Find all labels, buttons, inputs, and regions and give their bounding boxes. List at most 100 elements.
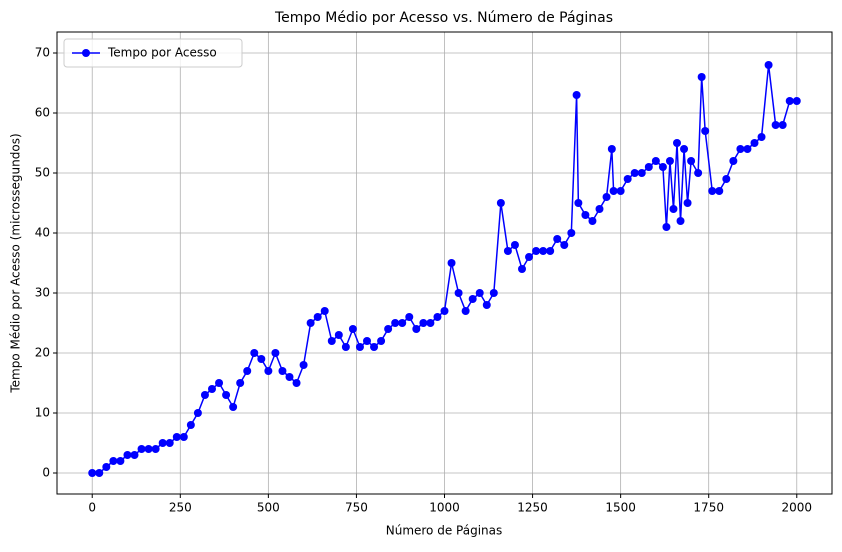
data-point xyxy=(440,307,449,315)
data-point xyxy=(665,157,674,165)
data-point xyxy=(151,445,160,453)
y-tick-label: 10 xyxy=(35,406,50,420)
data-point xyxy=(539,247,548,255)
plot-frame xyxy=(56,31,833,495)
data-point xyxy=(320,307,329,315)
data-point xyxy=(109,457,118,465)
data-point xyxy=(433,313,442,321)
data-point xyxy=(687,157,696,165)
data-point xyxy=(88,469,97,477)
data-point xyxy=(588,217,597,225)
data-point xyxy=(95,469,104,477)
data-point xyxy=(327,337,336,345)
y-tick-label: 20 xyxy=(35,346,50,360)
data-point xyxy=(694,169,703,177)
data-point xyxy=(757,133,766,141)
data-point xyxy=(658,163,667,171)
data-point xyxy=(334,331,343,339)
data-point xyxy=(292,379,301,387)
y-tick-label: 60 xyxy=(35,106,50,120)
data-point xyxy=(475,289,484,297)
data-point xyxy=(137,445,146,453)
data-point xyxy=(764,61,773,69)
data-point xyxy=(236,379,245,387)
data-point xyxy=(532,247,541,255)
data-point xyxy=(222,391,231,399)
data-point xyxy=(616,187,625,195)
data-point xyxy=(771,121,780,129)
y-tick-label: 0 xyxy=(42,466,50,480)
data-point xyxy=(503,247,512,255)
data-point xyxy=(278,367,287,375)
x-tick-label: 2000 xyxy=(781,501,812,515)
x-tick-label: 1500 xyxy=(605,501,636,515)
data-point xyxy=(792,97,801,105)
data-point xyxy=(676,217,685,225)
data-point xyxy=(363,337,371,345)
data-point xyxy=(510,241,519,249)
data-point xyxy=(447,259,456,267)
y-tick-label: 70 xyxy=(35,46,50,60)
y-tick-label: 30 xyxy=(35,286,50,300)
y-axis-label: Tempo Médio por Acesso (microssegundos) xyxy=(9,133,23,393)
legend-marker xyxy=(82,49,90,57)
data-point xyxy=(454,289,463,297)
legend-label: Tempo por Acesso xyxy=(107,46,217,60)
data-point xyxy=(785,97,794,105)
data-point xyxy=(708,187,717,195)
data-point xyxy=(680,145,689,153)
data-point xyxy=(553,235,562,243)
data-point xyxy=(179,433,188,441)
data-point xyxy=(673,139,681,147)
data-point xyxy=(623,175,632,183)
data-point xyxy=(419,319,428,327)
data-point xyxy=(468,295,477,303)
data-point xyxy=(285,373,294,381)
data-point xyxy=(250,349,259,357)
data-point xyxy=(158,439,167,447)
data-point xyxy=(518,265,526,273)
chart-title: Tempo Médio por Acesso vs. Número de Pág… xyxy=(274,10,613,26)
data-point xyxy=(697,73,706,81)
data-point xyxy=(257,355,266,363)
data-point xyxy=(461,307,470,315)
data-point xyxy=(701,127,710,135)
data-point xyxy=(130,451,139,459)
data-point xyxy=(313,313,322,321)
data-point xyxy=(489,289,498,297)
data-point xyxy=(595,205,604,213)
data-point xyxy=(644,163,653,171)
data-point xyxy=(722,175,731,183)
x-axis-label: Número de Páginas xyxy=(386,524,503,538)
data-point xyxy=(482,301,491,309)
data-point xyxy=(778,121,787,129)
data-point xyxy=(630,169,639,177)
data-point xyxy=(398,319,407,327)
data-point xyxy=(186,421,195,429)
data-point xyxy=(165,439,174,447)
data-point xyxy=(496,199,505,207)
data-point xyxy=(560,241,569,249)
data-point xyxy=(574,199,583,207)
data-point xyxy=(377,337,386,345)
data-point xyxy=(609,187,618,195)
data-point xyxy=(172,433,181,441)
data-point xyxy=(200,391,209,399)
data-point xyxy=(525,253,534,261)
data-point xyxy=(736,145,745,153)
x-tick-label: 250 xyxy=(169,501,192,515)
data-point xyxy=(348,325,357,333)
data-point xyxy=(405,313,414,321)
data-point xyxy=(355,343,364,351)
data-point xyxy=(567,229,576,237)
x-tick-label: 500 xyxy=(257,501,280,515)
data-point xyxy=(729,157,738,165)
y-tick-label: 40 xyxy=(35,226,50,240)
data-point xyxy=(384,325,393,333)
data-point xyxy=(581,211,590,219)
data-point xyxy=(264,367,273,375)
data-point xyxy=(193,409,202,417)
data-point xyxy=(208,385,216,393)
data-point xyxy=(144,445,153,453)
data-point xyxy=(546,247,555,255)
